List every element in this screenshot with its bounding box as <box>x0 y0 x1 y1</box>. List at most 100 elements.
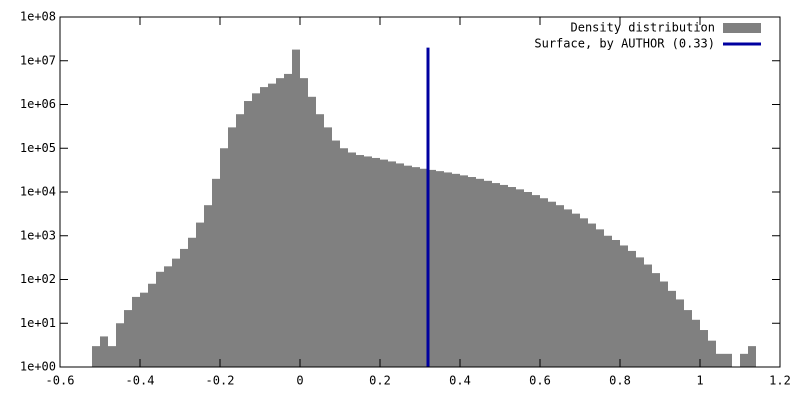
histogram-bar <box>228 127 236 367</box>
histogram-bar <box>588 223 596 367</box>
histogram-bar <box>668 290 676 367</box>
histogram-bar <box>476 178 484 367</box>
histogram-bar <box>412 167 420 367</box>
histogram-bar <box>260 87 268 368</box>
x-tick-label: 0.4 <box>449 374 471 388</box>
histogram-bar <box>404 165 412 367</box>
histogram-bar <box>532 195 540 367</box>
histogram-bar <box>572 213 580 367</box>
histogram-bar <box>684 310 692 367</box>
histogram-bar <box>676 299 684 367</box>
x-tick-label: 1 <box>696 374 703 388</box>
histogram-bar <box>628 250 636 367</box>
histogram-bar <box>444 172 452 367</box>
histogram-bar <box>356 155 364 367</box>
histogram-bar <box>108 346 116 367</box>
histogram-bar <box>252 93 260 368</box>
histogram-bar <box>612 239 620 367</box>
histogram-bar <box>372 157 380 367</box>
histogram-bar <box>244 101 252 367</box>
histogram-bar <box>164 266 172 367</box>
histogram-bar <box>116 323 124 367</box>
y-tick-label: 1e+03 <box>20 228 56 242</box>
histogram-bar <box>172 258 180 367</box>
histogram-bar <box>332 140 340 367</box>
histogram-bar <box>452 173 460 367</box>
histogram-bar <box>380 159 388 367</box>
histogram-bar <box>540 198 548 367</box>
histogram-bar <box>188 237 196 367</box>
histogram-bar <box>484 180 492 367</box>
y-tick-label: 1e+04 <box>20 185 56 199</box>
y-tick-label: 1e+01 <box>20 316 56 330</box>
histogram-bar <box>284 73 292 368</box>
histogram-bar <box>508 187 516 367</box>
y-tick-label: 1e+05 <box>20 141 56 155</box>
histogram-bar <box>268 83 276 367</box>
histogram-bar <box>500 184 508 367</box>
histogram-bar <box>596 229 604 367</box>
histogram-bar <box>132 296 140 367</box>
histogram-bar <box>212 178 220 367</box>
histogram-bar <box>124 310 132 367</box>
histogram-bar <box>300 78 308 367</box>
legend-swatch <box>723 23 761 33</box>
histogram-bar <box>308 96 316 367</box>
histogram-bar <box>492 183 500 367</box>
histogram-bar <box>388 161 396 367</box>
histogram-bar <box>724 353 732 367</box>
y-tick-label: 1e+00 <box>20 360 56 374</box>
histogram-bar <box>516 189 524 367</box>
histogram-bar <box>292 49 300 368</box>
histogram-bar <box>620 245 628 367</box>
histogram-bar <box>748 346 756 367</box>
histogram-bar <box>204 205 212 367</box>
histogram-bar <box>324 127 332 367</box>
y-tick-label: 1e+02 <box>20 272 56 286</box>
histogram-bar <box>92 346 100 367</box>
histogram-bar <box>468 177 476 367</box>
histogram-bar <box>428 169 436 367</box>
histogram-bar <box>140 292 148 367</box>
x-tick-label: 0 <box>296 374 303 388</box>
x-tick-label: -0.2 <box>206 374 235 388</box>
histogram-bar <box>556 205 564 367</box>
x-tick-label: 1.2 <box>769 374 791 388</box>
histogram-bar <box>604 235 612 367</box>
histogram-bar <box>316 114 324 368</box>
histogram-bar <box>692 319 700 367</box>
histogram-bar <box>396 163 404 367</box>
histogram-bar <box>716 353 724 367</box>
histogram-bar <box>660 281 668 367</box>
histogram-bar <box>220 148 228 367</box>
histogram-bar <box>100 336 108 367</box>
histogram-bar <box>348 152 356 367</box>
histogram-bar <box>524 192 532 367</box>
x-tick-label: 0.6 <box>529 374 551 388</box>
histogram-bar <box>708 340 716 367</box>
histogram-bar <box>564 209 572 367</box>
histogram-bar <box>276 78 284 367</box>
histogram-bar <box>636 257 644 367</box>
y-tick-label: 1e+07 <box>20 53 56 67</box>
histogram-bar <box>156 271 164 367</box>
histogram-bar <box>196 222 204 367</box>
histogram-bar <box>148 283 156 367</box>
histogram-bar <box>644 264 652 367</box>
histogram-bar <box>460 175 468 367</box>
histogram-bar <box>364 156 372 367</box>
histogram-bar <box>548 201 556 367</box>
histogram-bar <box>436 171 444 367</box>
histogram-bar <box>700 330 708 367</box>
y-tick-label: 1e+06 <box>20 97 56 111</box>
legend-label: Surface, by AUTHOR (0.33) <box>534 37 715 51</box>
histogram-bar <box>236 114 244 368</box>
histogram-bar <box>180 248 188 367</box>
histogram-bar <box>420 168 428 367</box>
y-tick-label: 1e+08 <box>20 10 56 24</box>
x-tick-label: -0.6 <box>46 374 75 388</box>
histogram-bar <box>740 353 748 367</box>
x-tick-label: -0.4 <box>126 374 155 388</box>
